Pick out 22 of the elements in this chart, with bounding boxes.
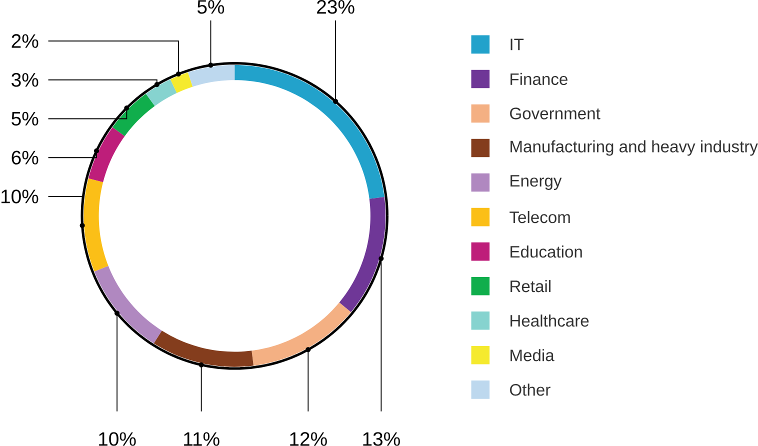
legend-label: Healthcare bbox=[510, 314, 589, 327]
data-label: 3% bbox=[12, 73, 38, 87]
legend-label: Telecom bbox=[510, 211, 570, 224]
data-label: 2% bbox=[12, 34, 38, 48]
legend-label: Retail bbox=[510, 280, 550, 292]
data-label: 5% bbox=[197, 0, 224, 14]
legend-label: Other bbox=[510, 384, 550, 396]
legend-label: Media bbox=[510, 349, 554, 362]
data-label: 10% bbox=[99, 432, 136, 446]
data-label: 13% bbox=[363, 432, 400, 446]
legend-label: Manufacturing and heavy industry bbox=[510, 140, 758, 156]
data-label: 23% bbox=[317, 0, 354, 14]
data-label: 10% bbox=[1, 190, 38, 204]
legend-label: Energy bbox=[510, 175, 562, 190]
legend-label: Finance bbox=[510, 72, 568, 86]
legend-label: Government bbox=[510, 108, 600, 120]
data-label: 12% bbox=[290, 432, 327, 446]
legend-label: Education bbox=[510, 246, 582, 258]
data-label: 6% bbox=[12, 150, 38, 165]
data-label: 5% bbox=[12, 112, 38, 126]
data-label: 11% bbox=[184, 432, 220, 446]
legend-label: IT bbox=[510, 38, 524, 50]
